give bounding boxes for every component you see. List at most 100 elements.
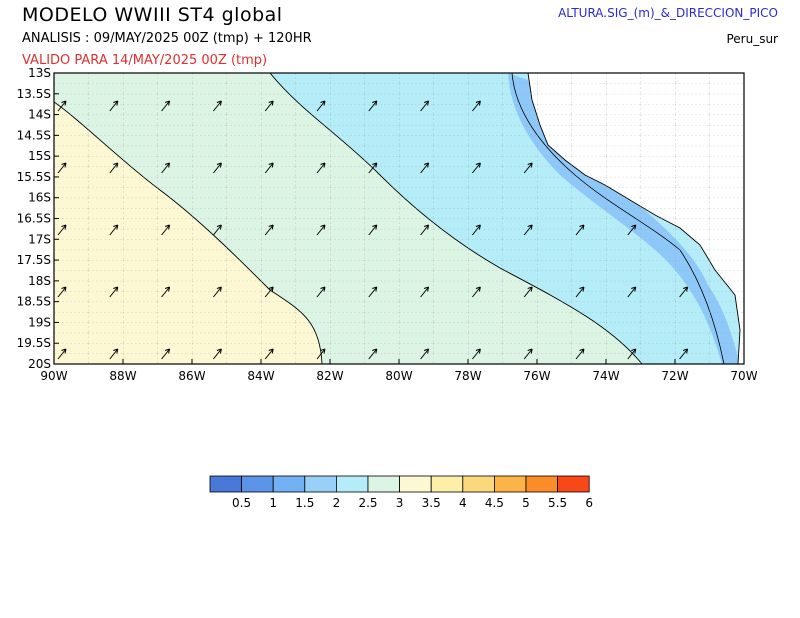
direction-arrow <box>523 348 533 360</box>
direction-arrow <box>264 162 274 174</box>
longitude-label: 78W <box>454 369 481 383</box>
direction-arrow <box>679 286 689 298</box>
colorbar-label: 1 <box>269 496 277 510</box>
latitude-label: 17.5S <box>17 253 51 267</box>
colorbar-swatch <box>241 475 274 493</box>
direction-arrow <box>264 100 274 112</box>
direction-arrow <box>57 100 67 112</box>
colorbar-swatch <box>493 475 527 493</box>
colorbar-label: 1.5 <box>295 496 314 510</box>
map-title: MODELO WWIII ST4 global <box>22 4 283 26</box>
colorbar-swatch <box>557 475 590 493</box>
direction-arrow <box>368 162 378 174</box>
direction-arrow <box>161 224 171 236</box>
longitude-label: 90W <box>40 369 67 383</box>
direction-arrow <box>109 162 119 174</box>
region-name: Peru_sur <box>726 32 778 46</box>
longitude-label: 86W <box>178 369 205 383</box>
direction-arrow <box>472 286 481 298</box>
direction-arrow <box>316 348 326 360</box>
direction-arrow <box>109 224 119 236</box>
direction-arrow <box>368 224 378 236</box>
longitude-label: 84W <box>247 369 274 383</box>
latitude-label: 19S <box>28 315 51 329</box>
direction-arrow <box>57 224 67 236</box>
colorbar-swatch <box>209 475 243 493</box>
direction-arrow <box>213 100 222 112</box>
colorbar-label: 5.5 <box>548 496 567 510</box>
direction-arrow <box>213 286 222 298</box>
direction-arrow <box>161 348 171 360</box>
direction-arrow <box>472 162 481 174</box>
direction-arrow <box>679 348 689 360</box>
wave-height-fields <box>54 73 744 364</box>
colorbar-swatch <box>525 475 559 493</box>
direction-arrow <box>264 348 274 360</box>
direction-arrow <box>109 100 119 112</box>
direction-arrow <box>627 348 637 360</box>
direction-arrow <box>368 286 378 298</box>
colorbar-swatch <box>462 475 495 493</box>
colorbar-swatch <box>367 475 401 493</box>
latitude-label: 19.5S <box>17 336 51 350</box>
colorbar-swatch <box>304 475 337 493</box>
direction-arrow <box>420 100 430 112</box>
direction-arrow <box>523 286 533 298</box>
colorbar-label: 5 <box>522 496 530 510</box>
direction-arrow <box>627 224 637 236</box>
direction-arrow <box>161 162 171 174</box>
longitude-label: 80W <box>385 369 412 383</box>
direction-arrow <box>575 286 585 298</box>
direction-arrow <box>161 286 171 298</box>
latitude-label: 16S <box>28 191 51 205</box>
direction-arrow <box>575 224 585 236</box>
direction-arrow <box>316 286 326 298</box>
valid-time: VALIDO PARA 14/MAY/2025 00Z (tmp) <box>22 53 268 68</box>
colorbar-swatch <box>399 475 432 493</box>
direction-arrow <box>472 348 481 360</box>
latitude-label: 18S <box>28 274 51 288</box>
latitude-label: 16.5S <box>17 212 51 226</box>
longitude-label: 76W <box>523 369 550 383</box>
direction-arrow <box>368 100 378 112</box>
colorbar-label: 3.5 <box>422 496 441 510</box>
direction-arrow <box>316 162 326 174</box>
colorbar-swatch <box>335 475 369 493</box>
latitude-label: 14.5S <box>17 128 51 142</box>
longitude-axis: 90W 88W 86W 84W 82W 80W 78W 76W 74W 72W 70W <box>40 359 758 383</box>
direction-arrow <box>264 286 274 298</box>
analysis-time: ANALISIS : 09/MAY/2025 00Z (tmp) + 120HR <box>22 31 312 46</box>
direction-arrow <box>109 286 119 298</box>
direction-arrow <box>420 162 430 174</box>
longitude-label: 82W <box>316 369 343 383</box>
direction-arrow <box>161 100 171 112</box>
longitude-label: 72W <box>661 369 688 383</box>
colorbar-label: 4 <box>459 496 467 510</box>
latitude-label: 15S <box>28 149 51 163</box>
colorbar: 0.5 1 1.5 2 2.5 3 3.5 4 4.5 5 5.5 6 <box>209 475 593 510</box>
peak-direction-arrows <box>57 100 689 360</box>
colorbar-swatch <box>272 475 306 493</box>
direction-arrow <box>109 348 119 360</box>
direction-arrow <box>57 162 67 174</box>
latitude-label: 13.5S <box>17 87 51 101</box>
graticule <box>54 73 744 364</box>
latitude-label: 15.5S <box>17 170 51 184</box>
direction-arrow <box>57 286 67 298</box>
direction-arrow <box>420 224 430 236</box>
direction-arrow <box>264 224 274 236</box>
direction-arrow <box>472 100 481 112</box>
colorbar-label: 3 <box>396 496 404 510</box>
latitude-axis: 13S 13.5S 14S 14.5S 15S 15.5S 16S 16.5S 17S 17.5S… <box>17 66 59 371</box>
direction-arrow <box>213 348 222 360</box>
latitude-label: 17S <box>28 232 51 246</box>
colorbar-label: 0.5 <box>232 496 251 510</box>
colorbar-label: 6 <box>585 496 593 510</box>
latitude-label: 18.5S <box>17 295 51 309</box>
colorbar-label: 4.5 <box>485 496 504 510</box>
direction-arrow <box>627 286 637 298</box>
colorbar-label: 2 <box>333 496 341 510</box>
colorbar-swatch <box>430 475 464 493</box>
colorbar-label: 2.5 <box>358 496 377 510</box>
